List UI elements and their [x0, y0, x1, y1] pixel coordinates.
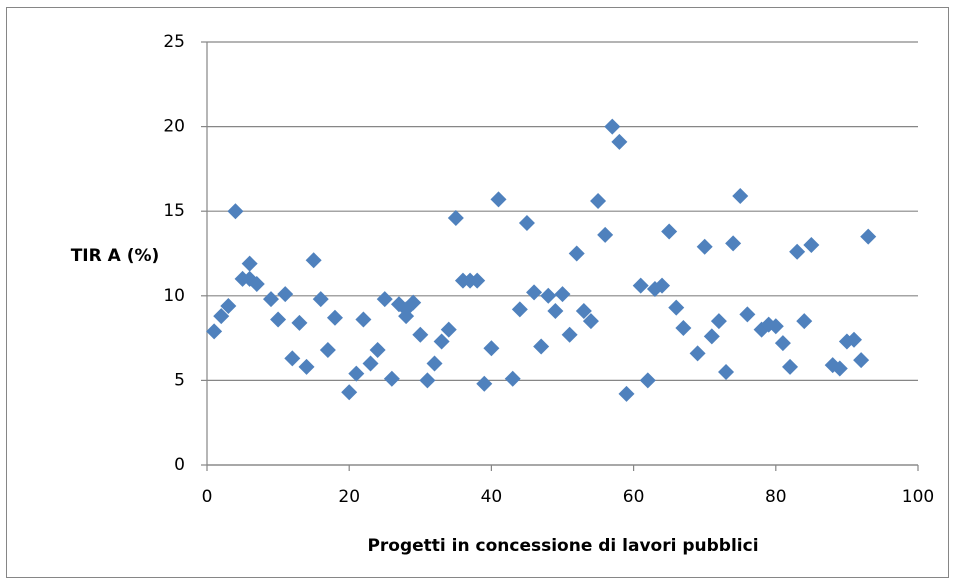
- point: [831, 360, 848, 377]
- point: [405, 294, 422, 311]
- point: [789, 243, 806, 260]
- point: [383, 370, 400, 387]
- point: [312, 291, 329, 308]
- point: [547, 303, 564, 320]
- point: [426, 355, 443, 372]
- point: [412, 326, 429, 343]
- point: [582, 313, 599, 330]
- point: [782, 358, 799, 375]
- y-tick-label: 20: [163, 117, 185, 137]
- point: [270, 311, 287, 328]
- chart-border: [6, 7, 949, 578]
- point: [227, 203, 244, 220]
- point: [277, 286, 294, 303]
- point: [433, 333, 450, 350]
- point: [639, 372, 656, 389]
- point: [668, 299, 685, 316]
- point: [561, 326, 578, 343]
- point: [540, 287, 557, 304]
- point: [703, 328, 720, 345]
- point: [355, 311, 372, 328]
- point: [604, 118, 621, 135]
- point: [206, 323, 223, 340]
- point: [632, 277, 649, 294]
- point: [504, 370, 521, 387]
- point: [483, 340, 500, 357]
- point: [767, 318, 784, 335]
- point: [447, 209, 464, 226]
- point: [419, 372, 436, 389]
- point: [518, 215, 535, 232]
- point: [511, 301, 528, 318]
- point: [291, 314, 308, 331]
- point: [476, 375, 493, 392]
- point: [853, 352, 870, 369]
- point: [710, 313, 727, 330]
- y-tick-label: 10: [163, 286, 185, 306]
- point: [689, 345, 706, 362]
- point: [369, 341, 386, 358]
- point: [796, 313, 813, 330]
- point: [305, 252, 322, 269]
- y-tick-label: 25: [163, 32, 185, 52]
- point: [220, 297, 237, 314]
- point: [262, 291, 279, 308]
- point: [248, 275, 265, 292]
- y-axis-label: TIR A (%): [71, 246, 160, 266]
- point: [241, 255, 258, 272]
- point: [718, 363, 735, 380]
- x-tick-label: 100: [902, 487, 934, 507]
- point: [803, 237, 820, 254]
- y-tick-label: 0: [174, 455, 185, 475]
- point: [774, 335, 791, 352]
- point: [319, 341, 336, 358]
- point: [661, 223, 678, 240]
- point: [533, 338, 550, 355]
- x-tick-label: 80: [765, 487, 787, 507]
- point: [362, 355, 379, 372]
- point: [213, 308, 230, 325]
- point: [860, 228, 877, 245]
- point: [590, 193, 607, 210]
- point: [732, 187, 749, 204]
- point: [675, 319, 692, 336]
- x-axis-label: Progetti in concessione di lavori pubbli…: [367, 536, 758, 556]
- point: [348, 365, 365, 382]
- y-tick-label: 5: [174, 370, 185, 390]
- point: [568, 245, 585, 262]
- point: [739, 306, 756, 323]
- point: [654, 277, 671, 294]
- point: [526, 284, 543, 301]
- point: [618, 385, 635, 402]
- x-tick-label: 60: [623, 487, 645, 507]
- point: [326, 309, 343, 326]
- point: [490, 191, 507, 208]
- x-tick-label: 40: [481, 487, 503, 507]
- x-tick-label: 20: [338, 487, 360, 507]
- point: [597, 226, 614, 243]
- point: [376, 291, 393, 308]
- point: [298, 358, 315, 375]
- point: [846, 331, 863, 348]
- point: [284, 350, 301, 367]
- point: [575, 303, 592, 320]
- point: [554, 286, 571, 303]
- point: [725, 235, 742, 252]
- point: [440, 321, 457, 338]
- point: [611, 133, 628, 150]
- x-tick-label: 0: [202, 487, 213, 507]
- point: [696, 238, 713, 255]
- point: [341, 384, 358, 401]
- y-tick-label: 15: [163, 201, 185, 221]
- point: [469, 272, 486, 289]
